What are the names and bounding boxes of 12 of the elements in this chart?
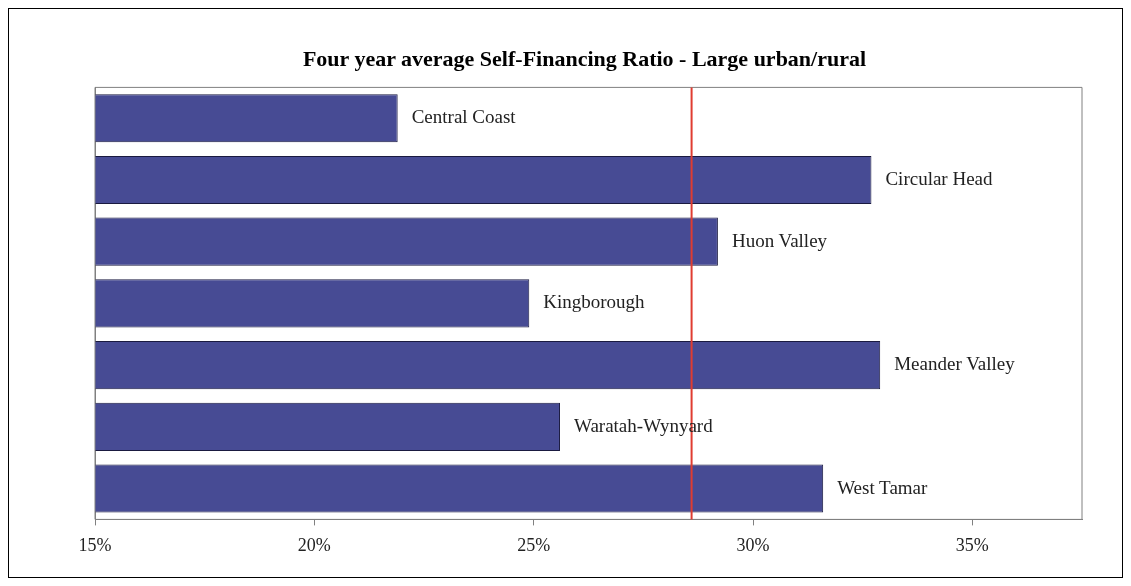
x-tick-label: 30%	[736, 534, 770, 555]
x-tick-label: 20%	[297, 534, 331, 555]
x-tick-label: 35%	[955, 534, 989, 555]
y-tick-label: Kingborough	[543, 291, 646, 313]
x-tick-label: 15%	[78, 534, 112, 555]
y-tick-label: Circular Head	[885, 167, 994, 189]
chart-title: Four year average Self-Financing Ratio - Large urban/rural	[302, 45, 867, 71]
y-tick-label: West Tamar	[837, 476, 929, 498]
y-tick-label: Huon Valley	[731, 229, 828, 251]
y-tick-label: Central Coast	[411, 106, 517, 128]
x-tick-label: 25%	[517, 534, 551, 555]
y-tick-label: Meander Valley	[894, 353, 1016, 375]
